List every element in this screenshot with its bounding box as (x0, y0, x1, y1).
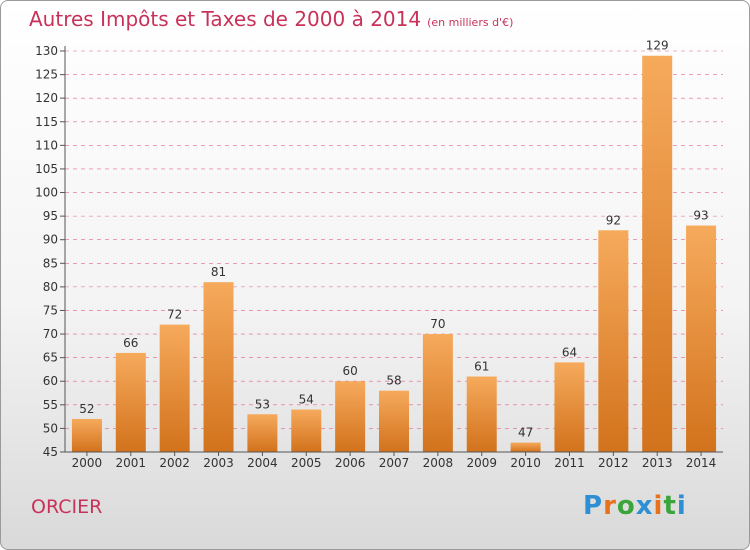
bar[interactable] (203, 282, 234, 452)
bar[interactable] (554, 362, 585, 452)
x-tick-label: 2009 (466, 456, 497, 470)
logo-letter: i (653, 491, 664, 521)
x-tick-label: 2013 (642, 456, 673, 470)
x-tick-label: 2007 (379, 456, 410, 470)
bar[interactable] (642, 55, 673, 452)
y-tick-label: 80 (43, 280, 58, 294)
bar-value-label: 53 (255, 397, 270, 411)
y-tick-label: 85 (43, 256, 58, 270)
bar-value-label: 47 (518, 426, 533, 440)
bar[interactable] (422, 334, 453, 452)
y-tick-label: 105 (35, 162, 58, 176)
y-tick-label: 75 (43, 303, 58, 317)
y-tick-label: 95 (43, 209, 58, 223)
bar-value-label: 60 (342, 364, 357, 378)
bar[interactable] (291, 409, 322, 452)
chart-subtitle: (en milliers d'€) (427, 16, 514, 29)
bar-value-label: 61 (474, 360, 489, 374)
bar-value-label: 58 (386, 374, 401, 388)
x-tick-label: 2002 (159, 456, 190, 470)
y-tick-label: 60 (43, 374, 58, 388)
bar-value-label: 64 (562, 345, 577, 359)
y-tick-label: 90 (43, 233, 58, 247)
bar[interactable] (379, 390, 409, 452)
y-tick-label: 45 (43, 445, 58, 459)
logo-letter: o (616, 491, 636, 521)
logo-letter: x (635, 491, 654, 521)
logo-letter: i (676, 491, 687, 521)
x-tick-label: 2003 (203, 456, 234, 470)
bar[interactable] (686, 225, 717, 452)
proxiti-logo[interactable]: Proxiti (583, 491, 687, 521)
bar-value-label: 93 (693, 209, 708, 223)
bar[interactable] (71, 418, 102, 452)
bar[interactable] (466, 376, 497, 452)
bar-value-label: 54 (299, 393, 314, 407)
x-tick-label: 2004 (247, 456, 278, 470)
axis-layer: 45 50 55 60 65 70 75 80 85 90 95 100 105 110 115 120 125… (35, 44, 723, 470)
y-tick-label: 65 (43, 351, 58, 365)
bar-value-label: 72 (167, 308, 182, 322)
y-tick-label: 70 (43, 327, 58, 341)
x-tick-label: 2012 (598, 456, 629, 470)
logo-letter: P (583, 491, 604, 521)
y-tick-label: 120 (35, 91, 58, 105)
chart-title: Autres Impôts et Taxes de 2000 à 2014 (en… (29, 7, 513, 31)
bar-value-label: 70 (430, 317, 445, 331)
bar-value-label: 66 (123, 336, 138, 350)
y-tick-label: 110 (35, 138, 58, 152)
x-tick-label: 2001 (116, 456, 147, 470)
y-tick-label: 55 (43, 398, 58, 412)
bar-layer: 52 66 72 81 53 54 60 58 70 61 47 64 92 129 93 (71, 39, 717, 452)
bar[interactable] (247, 414, 278, 452)
bar-value-label: 81 (211, 265, 226, 279)
x-tick-label: 2000 (72, 456, 103, 470)
bar-value-label: 52 (79, 402, 94, 416)
x-tick-label: 2014 (686, 456, 717, 470)
logo-letter: t (663, 491, 677, 521)
logo-letter: r (603, 491, 617, 521)
bar[interactable] (510, 442, 541, 452)
x-tick-label: 2006 (335, 456, 366, 470)
x-tick-label: 2008 (423, 456, 454, 470)
bar-value-label: 129 (646, 39, 669, 53)
y-tick-label: 130 (35, 44, 58, 58)
y-tick-label: 50 (43, 421, 58, 435)
bar[interactable] (335, 381, 366, 452)
y-tick-label: 125 (35, 68, 58, 82)
bar[interactable] (598, 230, 629, 452)
bar-value-label: 92 (606, 213, 621, 227)
y-tick-label: 115 (35, 115, 58, 129)
commune-name: ORCIER (31, 496, 103, 518)
bar[interactable] (115, 352, 146, 452)
title-text: Autres Impôts et Taxes de 2000 à 2014 (29, 7, 422, 31)
x-tick-label: 2005 (291, 456, 322, 470)
bar[interactable] (159, 324, 190, 452)
x-tick-label: 2010 (510, 456, 541, 470)
x-tick-label: 2011 (554, 456, 585, 470)
y-tick-label: 100 (35, 186, 58, 200)
